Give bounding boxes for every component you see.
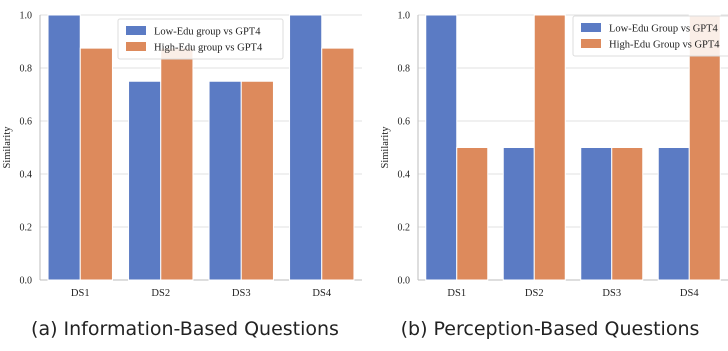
bar-ds4-series-2 <box>321 47 355 281</box>
bar-ds1-series-2 <box>456 147 489 281</box>
bar-ds2-series-1 <box>128 80 162 281</box>
bar-ds2-series-1 <box>502 147 535 281</box>
bar-ds1-series-2 <box>79 47 113 281</box>
y-tick-label: 1.0 <box>398 11 411 22</box>
x-tick-label: DS1 <box>71 288 90 299</box>
y-tick-label: 0.2 <box>20 223 33 234</box>
y-tick-label: 0.8 <box>20 64 33 75</box>
x-tick-label: DS3 <box>602 288 621 299</box>
legend-swatch <box>581 23 601 32</box>
x-tick-label: DS4 <box>680 288 699 299</box>
y-tick-label: 0.4 <box>20 170 33 181</box>
legend-swatch <box>126 42 146 51</box>
bar-ds3-series-1 <box>208 80 242 281</box>
legend-box <box>572 15 728 57</box>
bar-ds4-series-1 <box>657 147 690 281</box>
legend: Low-Edu Group vs GPT4 High-Edu Group vs G… <box>572 15 728 57</box>
x-tick-label: DS2 <box>151 288 170 299</box>
bar-ds3-series-2 <box>611 147 644 281</box>
y-tick-label: 0.6 <box>398 117 411 128</box>
bar-ds2-series-2 <box>533 14 566 281</box>
x-tick-label: DS2 <box>525 288 544 299</box>
y-tick-label: 0.0 <box>20 276 33 287</box>
legend-swatch <box>581 39 601 48</box>
legend-label: Low-Edu Group vs GPT4 <box>609 24 719 35</box>
y-tick-label: 0.2 <box>398 223 411 234</box>
chart-1: 0.0 0.2 0.4 0.6 0.8 1.0 DS1 DS2 DS3 DS4 Similarity… <box>2 11 362 299</box>
caption-perception-based: (b) Perception-Based Questions <box>400 318 700 340</box>
x-tick-label: DS4 <box>312 288 331 299</box>
x-tick-label: DS1 <box>447 288 466 299</box>
bar-ds3-series-1 <box>580 147 613 281</box>
x-tick-label: DS3 <box>232 288 251 299</box>
chart-2: 0.0 0.2 0.4 0.6 0.8 1.0 DS1 DS2 DS3 DS4 Similarity… <box>380 11 728 299</box>
legend-swatch <box>126 26 146 35</box>
bar-ds4-series-1 <box>289 14 323 281</box>
y-tick-label: 0.0 <box>398 276 411 287</box>
bar-ds2-series-2 <box>160 47 194 281</box>
y-axis-label: Similarity <box>2 126 13 169</box>
legend-label: Low-Edu group vs GPT4 <box>154 27 261 38</box>
legend-box <box>117 18 284 60</box>
bar-ds1-series-1 <box>47 14 81 281</box>
bar-ds3-series-2 <box>240 80 274 281</box>
legend: Low-Edu group vs GPT4 High-Edu group vs G… <box>117 18 284 60</box>
legend-label: High-Edu group vs GPT4 <box>154 43 263 54</box>
bar-ds4-series-2 <box>688 14 721 281</box>
y-axis-label: Similarity <box>380 126 391 169</box>
bar-ds1-series-1 <box>425 14 458 281</box>
y-tick-label: 0.6 <box>20 117 33 128</box>
y-tick-label: 0.8 <box>398 64 411 75</box>
legend-label: High-Edu Group vs GPT4 <box>609 40 720 51</box>
caption-information-based: (a) Information-Based Questions <box>31 318 339 340</box>
y-tick-label: 0.4 <box>398 170 411 181</box>
y-tick-label: 1.0 <box>20 11 33 22</box>
